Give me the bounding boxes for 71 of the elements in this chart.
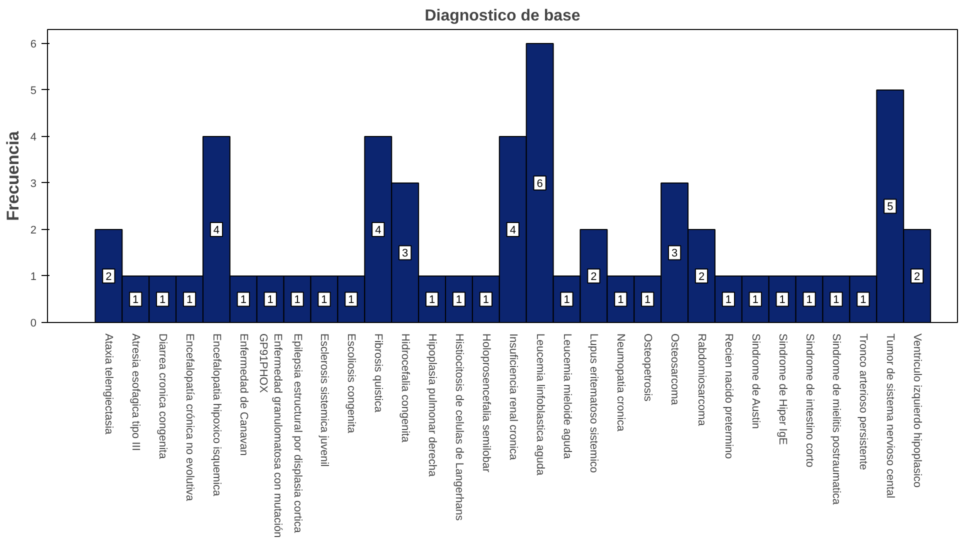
- data-label: 2: [698, 270, 705, 283]
- x-tick-label: Sindrome de Hiper IgE: [776, 334, 788, 445]
- x-tick-label: Epilepsia estructural por displasia cortica: [291, 334, 304, 534]
- x-tick-label: Encefalopatia hipoxico isquemica: [210, 334, 222, 498]
- data-label: 1: [806, 294, 812, 306]
- y-axis-title: Frecuencia: [3, 130, 22, 221]
- x-tick-label: Recien nacido pretermino: [722, 334, 734, 459]
- data-label: 1: [779, 294, 786, 306]
- data-label: 1: [267, 294, 274, 306]
- x-tick-label: Osteosarcoma: [668, 334, 681, 406]
- data-label: 1: [160, 294, 166, 306]
- data-label: 4: [375, 224, 382, 236]
- x-tick-label: Enfermedad granulomatosa con mutación GP91PHOX: [257, 334, 284, 538]
- x-tick-label: Sindrome de Austin: [749, 334, 762, 429]
- x-tick-label: Leucemia linfoblastica aguda: [534, 334, 546, 476]
- x-tick-label: Leucemia mieloide aguda: [560, 334, 573, 460]
- data-label: 1: [644, 294, 651, 306]
- y-tick-label: 0: [30, 318, 37, 330]
- x-tick-label: Sindrome de mielitis postraumatica: [830, 334, 842, 506]
- data-label: 6: [536, 178, 543, 190]
- data-label: 2: [914, 270, 920, 283]
- x-tick-label: Insuficiencia renal cronica: [506, 334, 519, 461]
- data-label: 1: [348, 294, 354, 306]
- data-label: 3: [402, 248, 408, 260]
- x-tick-label: Escoliosis congenita: [345, 334, 358, 434]
- data-label: 1: [321, 294, 328, 306]
- data-label: 1: [482, 294, 489, 306]
- x-tick-label: Hidrocefalia congenita: [399, 334, 412, 444]
- y-tick-label: 2: [30, 224, 37, 236]
- data-label: 3: [672, 248, 678, 260]
- x-tick-label: Esclerosis sistemica juvenil: [318, 334, 330, 467]
- x-tick-label: Ataxia telengiectasia: [102, 334, 115, 436]
- data-label: 4: [510, 224, 516, 236]
- y-tick-label: 3: [30, 178, 37, 190]
- data-label: 1: [833, 294, 840, 306]
- x-tick-label: Ventriculo izquierdo hipoplasico: [911, 334, 924, 488]
- data-label: 1: [186, 294, 193, 306]
- y-tick-label: 1: [30, 270, 37, 283]
- data-label: 1: [132, 294, 139, 306]
- x-tick-label: Hipoplasia pulmonar derecha: [426, 334, 438, 478]
- x-tick-label: Rabdomiosarcoma: [696, 334, 708, 427]
- chart-title: Diagnostico de base: [424, 8, 580, 24]
- x-tick-label: Diarrea cronica congenita: [156, 334, 169, 460]
- data-label: 1: [618, 294, 624, 306]
- data-label: 1: [428, 294, 436, 306]
- x-tick-label: Tronco arterioso persistente: [857, 334, 870, 470]
- data-label: 1: [294, 294, 300, 306]
- data-label: 1: [752, 294, 758, 306]
- y-tick-label: 5: [30, 84, 37, 97]
- x-tick-label: Neumopatia cronica: [614, 334, 627, 432]
- x-tick-label: Holoprosencefalia semilobar: [480, 334, 492, 473]
- x-tick-label: Sindrome de intestino corto: [803, 334, 816, 468]
- data-label: 2: [590, 270, 597, 283]
- data-label: 1: [725, 294, 732, 306]
- x-tick-label: Encefalopatía crónica no evolutiva: [184, 334, 196, 502]
- data-label: 1: [456, 294, 462, 306]
- data-label: 1: [240, 294, 246, 306]
- x-tick-label: Atresia esofagica tipo III: [130, 334, 142, 451]
- x-tick-label: Osteopetrosis: [642, 334, 654, 402]
- data-label: 5: [887, 201, 894, 214]
- x-tick-label: Fibrosis quistica: [372, 334, 384, 414]
- data-label: 2: [106, 270, 112, 283]
- data-label: 1: [564, 294, 570, 306]
- x-tick-label: Lupus eritematoso sistemico: [588, 334, 600, 473]
- x-tick-label: Tumor de sistema nervioso cental: [884, 334, 896, 498]
- x-tick-label: Histiocitosis de celulas de Langerhans: [452, 334, 465, 522]
- y-tick-label: 6: [30, 38, 37, 50]
- data-label: 4: [213, 224, 220, 236]
- data-label: 1: [860, 294, 866, 306]
- y-tick-label: 4: [30, 131, 37, 144]
- x-tick-label: Enfermedad de Canavan: [237, 334, 250, 456]
